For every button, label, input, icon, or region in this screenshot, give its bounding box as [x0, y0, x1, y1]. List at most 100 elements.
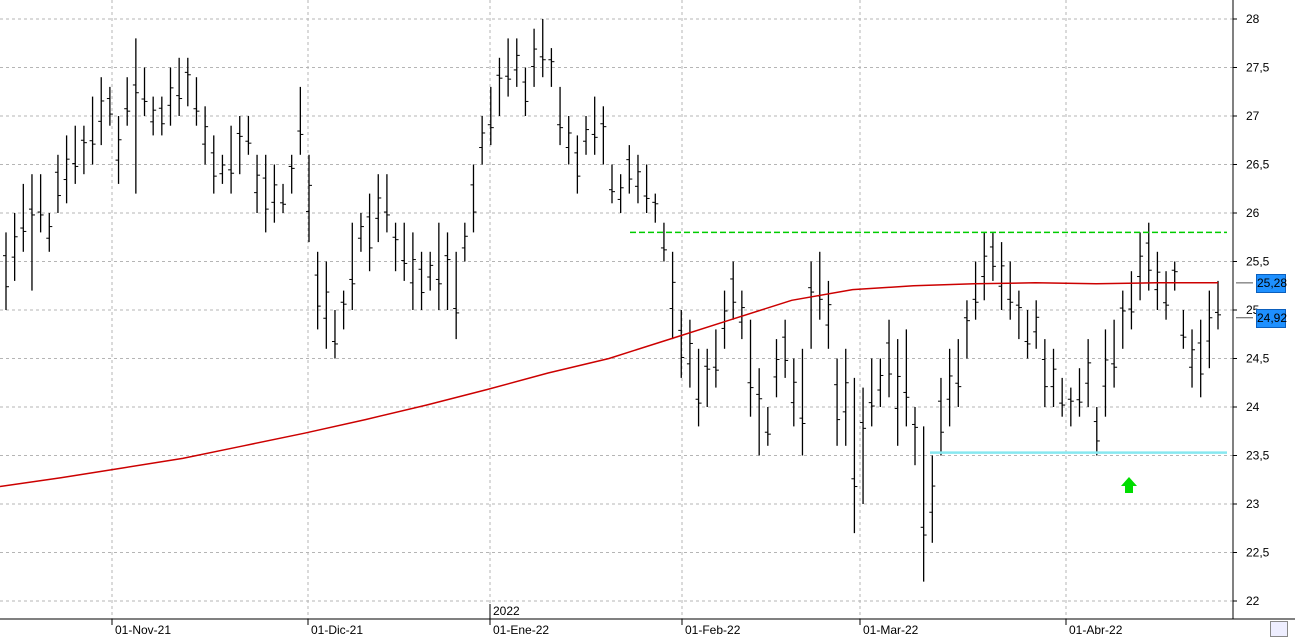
grid — [0, 0, 1233, 619]
ohlc-bar — [349, 222, 356, 310]
ohlc-bar — [1111, 319, 1118, 388]
x-tick-label: 01-Nov-21 — [115, 623, 171, 637]
ohlc-bar — [383, 174, 390, 233]
ohlc-bar — [158, 96, 165, 136]
ohlc-bar — [686, 319, 693, 388]
ohlc-bar — [1102, 329, 1109, 417]
ohlc-bar — [886, 319, 893, 398]
ohlc-bar — [1189, 329, 1196, 388]
ohlc-bar — [1067, 387, 1074, 427]
ohlc-bar — [989, 232, 996, 281]
ohlc-bar — [262, 154, 269, 233]
ohlc-bar — [842, 348, 849, 446]
ohlc-bar — [219, 154, 226, 184]
ohlc-bar — [695, 348, 702, 427]
ohlc-bar — [236, 116, 243, 175]
y-tick-label: 22 — [1246, 594, 1260, 608]
moving-average-line — [0, 282, 1218, 488]
up-arrow-icon — [1121, 477, 1137, 493]
ohlc-bar — [193, 77, 200, 126]
y-tick-label: 28 — [1246, 12, 1260, 26]
ohlc-bar — [1163, 271, 1170, 320]
ohlc-bar — [1215, 280, 1221, 330]
ohlc-bar — [1033, 300, 1040, 349]
ohlc-bar — [392, 222, 399, 272]
ohlc-bar — [868, 358, 875, 427]
ohlc-bar — [1050, 348, 1057, 407]
ohlc-bar — [461, 222, 468, 262]
ohlc-bar — [877, 358, 884, 407]
ohlc-bar — [903, 329, 910, 427]
ohlc-bar — [955, 339, 962, 407]
ohlc-bar — [799, 348, 806, 456]
ohlc-bar — [1085, 339, 1092, 407]
ohlc-bar — [340, 290, 347, 330]
chart-settings-icon[interactable] — [1270, 621, 1288, 637]
ohlc-bar — [609, 164, 615, 204]
ohlc-bar — [539, 19, 546, 78]
y-tick-label: 24,5 — [1246, 352, 1270, 366]
ohlc-bar — [115, 116, 122, 184]
ohlc-bar — [557, 86, 564, 146]
ohlc-bar — [643, 164, 650, 213]
ohlc-bar — [712, 329, 719, 388]
x-tick-label: 01-Dic-21 — [311, 623, 363, 637]
ohlc-bar — [453, 251, 460, 340]
ohlc-bar — [505, 38, 512, 97]
ohlc-bar — [1059, 377, 1066, 417]
y-tick-label: 23,5 — [1246, 449, 1270, 463]
ohlc-bar — [756, 368, 763, 456]
ohlc-bar — [280, 183, 287, 213]
ohlc-bar — [1076, 368, 1083, 417]
ohlc-bar — [323, 261, 330, 349]
ohlc-bar — [1180, 310, 1187, 349]
y-tick-label: 26,5 — [1246, 158, 1270, 172]
ohlc-bar — [366, 193, 373, 272]
ohlc-bar — [80, 125, 87, 175]
ohlc-bar — [522, 67, 529, 116]
ohlc-bar — [479, 116, 486, 165]
price-label-last: 24,92 — [1256, 308, 1287, 328]
ohlc-bar — [531, 28, 538, 87]
ohlc-bar — [1137, 232, 1144, 301]
ohlc-bar — [401, 222, 408, 281]
ohlc-bar — [1145, 222, 1152, 291]
ohlc-bars — [3, 19, 1221, 582]
ohlc-bar — [860, 387, 867, 504]
ohlc-bar — [851, 377, 858, 534]
ohlc-bar — [184, 57, 191, 107]
ohlc-bar — [1041, 339, 1048, 407]
ohlc-bar — [46, 213, 53, 252]
x-tick-label: 01-Abr-22 — [1069, 623, 1123, 637]
ohlc-bar — [937, 377, 944, 456]
ohlc-bar — [28, 174, 35, 291]
ohlc-bar — [314, 251, 321, 330]
ohlc-bar — [37, 174, 44, 233]
ohlc-bar — [808, 261, 815, 349]
ohlc-bar — [288, 154, 295, 194]
year-marker-label: 2022 — [493, 604, 520, 618]
ohlc-bar — [600, 106, 607, 165]
ohlc-bar — [1093, 407, 1100, 456]
ohlc-bar — [652, 193, 659, 223]
moving-average-series — [0, 282, 1218, 488]
ohlc-bar — [54, 154, 61, 213]
ohlc-bar — [1024, 310, 1031, 359]
ohlc-bar — [470, 164, 477, 233]
x-tick-label: 01-Ene-22 — [493, 623, 549, 637]
ohlc-bar — [150, 96, 157, 136]
ohlc-bar — [548, 48, 555, 87]
ohlc-bar — [782, 319, 789, 378]
ohlc-bar — [583, 116, 590, 155]
ohlc-bar — [496, 57, 503, 116]
ohlc-bar — [591, 96, 598, 155]
ohlc-bar — [141, 67, 148, 116]
ohlc-bar — [998, 242, 1005, 310]
ohlc-bar — [565, 116, 572, 165]
ohlc-bar — [1119, 290, 1126, 349]
ohlc-bar — [972, 261, 979, 320]
y-tick-label: 25,5 — [1246, 255, 1270, 269]
ohlc-bar — [124, 77, 131, 126]
ohlc-bar — [98, 77, 105, 146]
ohlc-bar — [634, 154, 641, 204]
